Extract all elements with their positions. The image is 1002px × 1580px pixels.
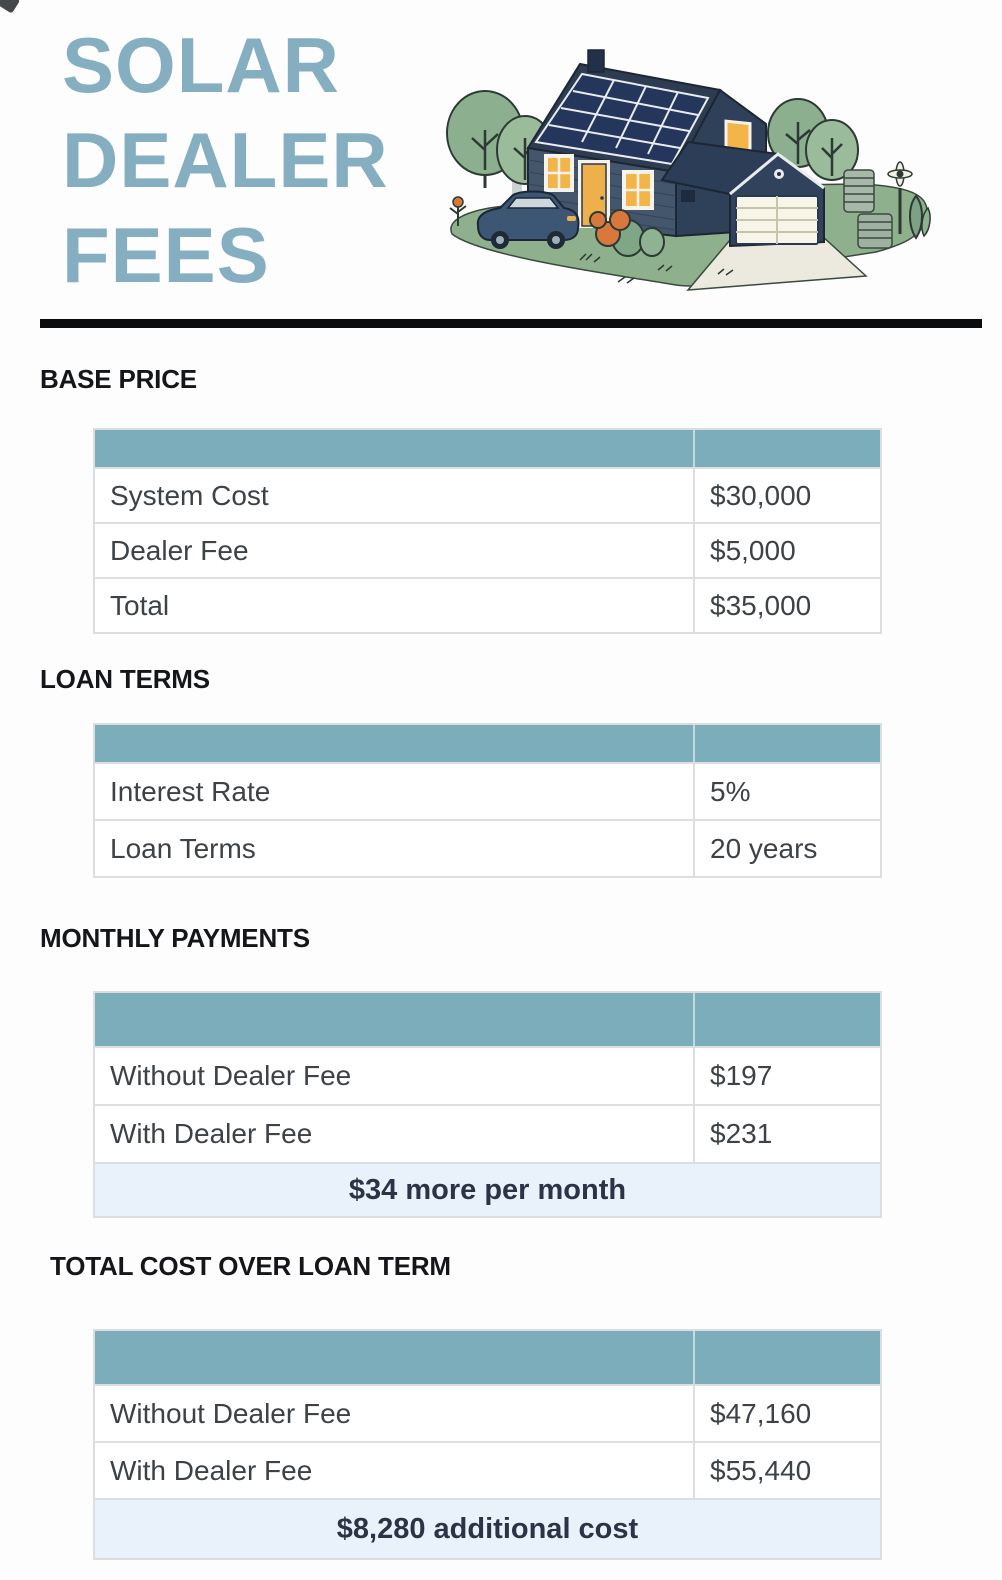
row-value: $55,440 bbox=[693, 1443, 880, 1498]
row-label: Without Dealer Fee bbox=[110, 1397, 352, 1429]
row-value: $47,160 bbox=[693, 1386, 880, 1441]
table-row: Dealer Fee $5,000 bbox=[95, 522, 880, 577]
highlight-row: $34 more per month bbox=[95, 1162, 880, 1216]
row-label: Without Dealer Fee bbox=[110, 1060, 352, 1091]
row-value: $231 bbox=[693, 1106, 880, 1162]
table-row: Total $35,000 bbox=[95, 577, 880, 632]
highlight-row: $8,280 additional cost bbox=[95, 1498, 880, 1558]
total-cost-table: Without Dealer Fee $47,160 With Dealer F… bbox=[93, 1329, 882, 1560]
section-heading-monthly-payments: MONTHLY PAYMENTS bbox=[40, 923, 310, 953]
section-heading-loan-terms: LOAN TERMS bbox=[40, 664, 210, 694]
title-line-1: SOLAR bbox=[62, 21, 340, 109]
solar-house-illustration bbox=[446, 49, 931, 291]
monthly-payments-table: Without Dealer Fee $197 With Dealer Fee … bbox=[93, 991, 882, 1218]
table-row: With Dealer Fee $231 bbox=[95, 1104, 880, 1162]
row-value: $35,000 bbox=[693, 579, 880, 632]
row-label: System Cost bbox=[110, 479, 269, 511]
table-row: Loan Terms 20 years bbox=[95, 819, 880, 876]
table-row: System Cost $30,000 bbox=[95, 467, 880, 522]
table-header-row bbox=[95, 993, 880, 1046]
row-label: Total bbox=[110, 589, 170, 621]
section-heading-total-cost: TOTAL COST OVER LOAN TERM bbox=[50, 1251, 451, 1281]
divider-line bbox=[40, 319, 982, 328]
row-label: Interest Rate bbox=[110, 775, 271, 807]
corner-artifact bbox=[0, 0, 21, 14]
row-value: $197 bbox=[693, 1048, 880, 1104]
table-row: Without Dealer Fee $47,160 bbox=[95, 1384, 880, 1441]
row-label: With Dealer Fee bbox=[110, 1118, 313, 1149]
row-value: $30,000 bbox=[693, 469, 880, 522]
row-value: 5% bbox=[693, 764, 880, 819]
row-label: With Dealer Fee bbox=[110, 1454, 313, 1486]
row-label: Loan Terms bbox=[110, 832, 256, 864]
table-row: Without Dealer Fee $197 bbox=[95, 1046, 880, 1104]
row-value: 20 years bbox=[693, 821, 880, 876]
title-line-3: FEES bbox=[62, 211, 270, 299]
base-price-table: System Cost $30,000 Dealer Fee $5,000 To… bbox=[93, 428, 882, 634]
table-row: Interest Rate 5% bbox=[95, 762, 880, 819]
table-row: With Dealer Fee $55,440 bbox=[95, 1441, 880, 1498]
table-header-row bbox=[95, 1331, 880, 1384]
table-header-row bbox=[95, 430, 880, 467]
table-header-row bbox=[95, 725, 880, 762]
page-title: SOLAR DEALER FEES bbox=[62, 18, 389, 303]
section-heading-base-price: BASE PRICE bbox=[40, 364, 197, 394]
row-label: Dealer Fee bbox=[110, 534, 249, 566]
loan-terms-table: Interest Rate 5% Loan Terms 20 years bbox=[93, 723, 882, 878]
title-line-2: DEALER bbox=[62, 116, 389, 204]
row-value: $5,000 bbox=[693, 524, 880, 577]
